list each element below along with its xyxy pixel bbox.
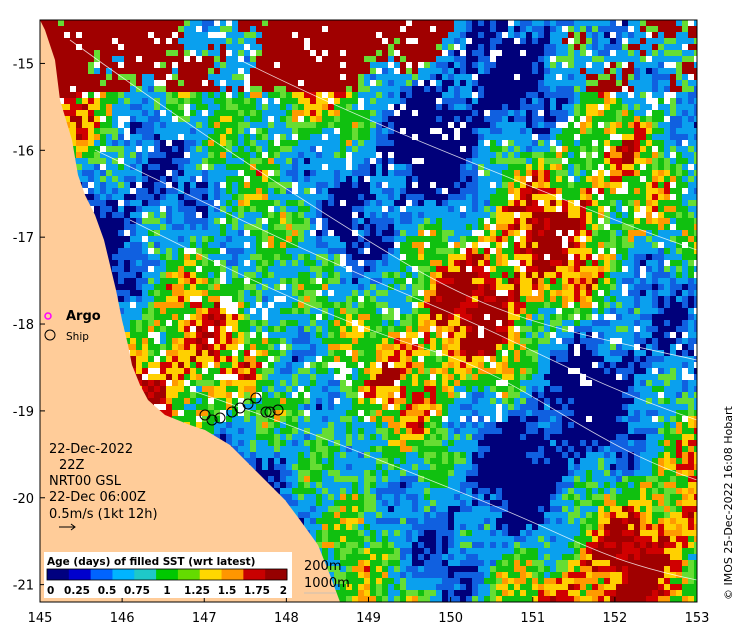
colorbar-swatch bbox=[112, 569, 135, 580]
colorbar-tick-label: 2 bbox=[280, 585, 287, 597]
y-axis: -15 -16 -17 -18 -19 -20 -21 bbox=[13, 57, 45, 594]
x-axis: 145 146 147 148 149 150 151 152 153 bbox=[28, 597, 710, 626]
ship-marker bbox=[206, 414, 218, 426]
ship-marker-icon bbox=[44, 329, 56, 341]
y-tick-label: -16 bbox=[13, 144, 34, 159]
colorbar-swatch bbox=[243, 569, 266, 580]
x-tick-label: 150 bbox=[438, 611, 463, 626]
y-tick-label: -19 bbox=[13, 405, 34, 420]
ship-marker bbox=[272, 404, 284, 416]
colorbar-swatch bbox=[68, 569, 92, 580]
colorbar-title: Age (days) of filled SST (wrt latest) bbox=[47, 556, 255, 568]
x-tick-label: 146 bbox=[110, 611, 135, 626]
ship-markers bbox=[199, 392, 284, 426]
x-tick-label: 147 bbox=[192, 611, 217, 626]
colorbar-swatch bbox=[199, 569, 223, 580]
info-hour: 22Z bbox=[59, 458, 85, 473]
colorbar-swatch bbox=[90, 569, 113, 580]
colorbar-frame bbox=[46, 568, 288, 581]
ship-marker bbox=[264, 406, 276, 418]
coastline-land bbox=[40, 20, 340, 602]
y-tick-label: -15 bbox=[13, 57, 34, 72]
x-tick-label: 148 bbox=[274, 611, 299, 626]
colorbar-tick-label: 0.25 bbox=[64, 585, 90, 597]
y-tick-label: -21 bbox=[13, 579, 34, 594]
colorbar-swatches bbox=[47, 569, 288, 580]
colorbar-tick-label: 1.5 bbox=[218, 585, 237, 597]
ship-marker bbox=[214, 412, 226, 424]
vector-scale-arrow-icon bbox=[59, 523, 76, 531]
ship-marker bbox=[242, 398, 254, 410]
argo-marker-icon bbox=[44, 312, 52, 320]
colorbar-tick-label: 0 bbox=[47, 585, 54, 597]
colorbar-swatch bbox=[177, 569, 201, 580]
x-tick-label: 152 bbox=[602, 611, 627, 626]
marker-legend: Argo Ship bbox=[44, 309, 101, 343]
y-tick-label: -17 bbox=[13, 231, 34, 246]
x-tick-label: 151 bbox=[520, 611, 545, 626]
colorbar-tick-label: 1.25 bbox=[184, 585, 210, 597]
y-tick-label: -18 bbox=[13, 318, 34, 333]
colorbar-swatch bbox=[265, 569, 288, 580]
colorbar-tick-label: 1 bbox=[163, 585, 170, 597]
x-tick-label: 153 bbox=[685, 611, 710, 626]
x-tick-label: 145 bbox=[28, 611, 53, 626]
argo-label: Argo bbox=[66, 309, 101, 324]
colorbar-tick-label: 0.75 bbox=[124, 585, 150, 597]
colorbar-tick-label: 0.5 bbox=[98, 585, 117, 597]
ship-marker bbox=[250, 392, 262, 404]
colorbar-swatch bbox=[47, 569, 70, 580]
x-tick-label: 149 bbox=[356, 611, 381, 626]
info-date: 22-Dec-2022 bbox=[49, 442, 133, 457]
colorbar-tick-label: 1.75 bbox=[244, 585, 270, 597]
colorbar-swatch bbox=[221, 569, 244, 580]
info-box: 22-Dec-2022 22Z NRT00 GSL 22-Dec 06:00Z … bbox=[49, 442, 158, 531]
info-current-time: 22-Dec 06:00Z bbox=[49, 490, 146, 505]
ship-label: Ship bbox=[66, 331, 89, 343]
colorbar-swatch bbox=[134, 569, 157, 580]
credit-text: © IMOS 25-Dec-2022 16:08 Hobart bbox=[722, 405, 735, 600]
ship-marker bbox=[260, 406, 272, 418]
info-product: NRT00 GSL bbox=[49, 474, 122, 489]
colorbar-swatch bbox=[156, 569, 179, 580]
y-tick-label: -20 bbox=[13, 492, 34, 507]
contour-legend: 200m 1000m bbox=[304, 559, 350, 594]
contour-label-1000m: 1000m bbox=[304, 576, 350, 591]
info-vector-scale: 0.5m/s (1kt 12h) bbox=[49, 507, 158, 522]
colorbar-ticks: 0 0.25 0.5 0.75 1 1.25 1.5 1.75 2 bbox=[47, 585, 287, 597]
contour-label-200m: 200m bbox=[304, 559, 341, 574]
bathymetry-contours bbox=[69, 39, 697, 581]
